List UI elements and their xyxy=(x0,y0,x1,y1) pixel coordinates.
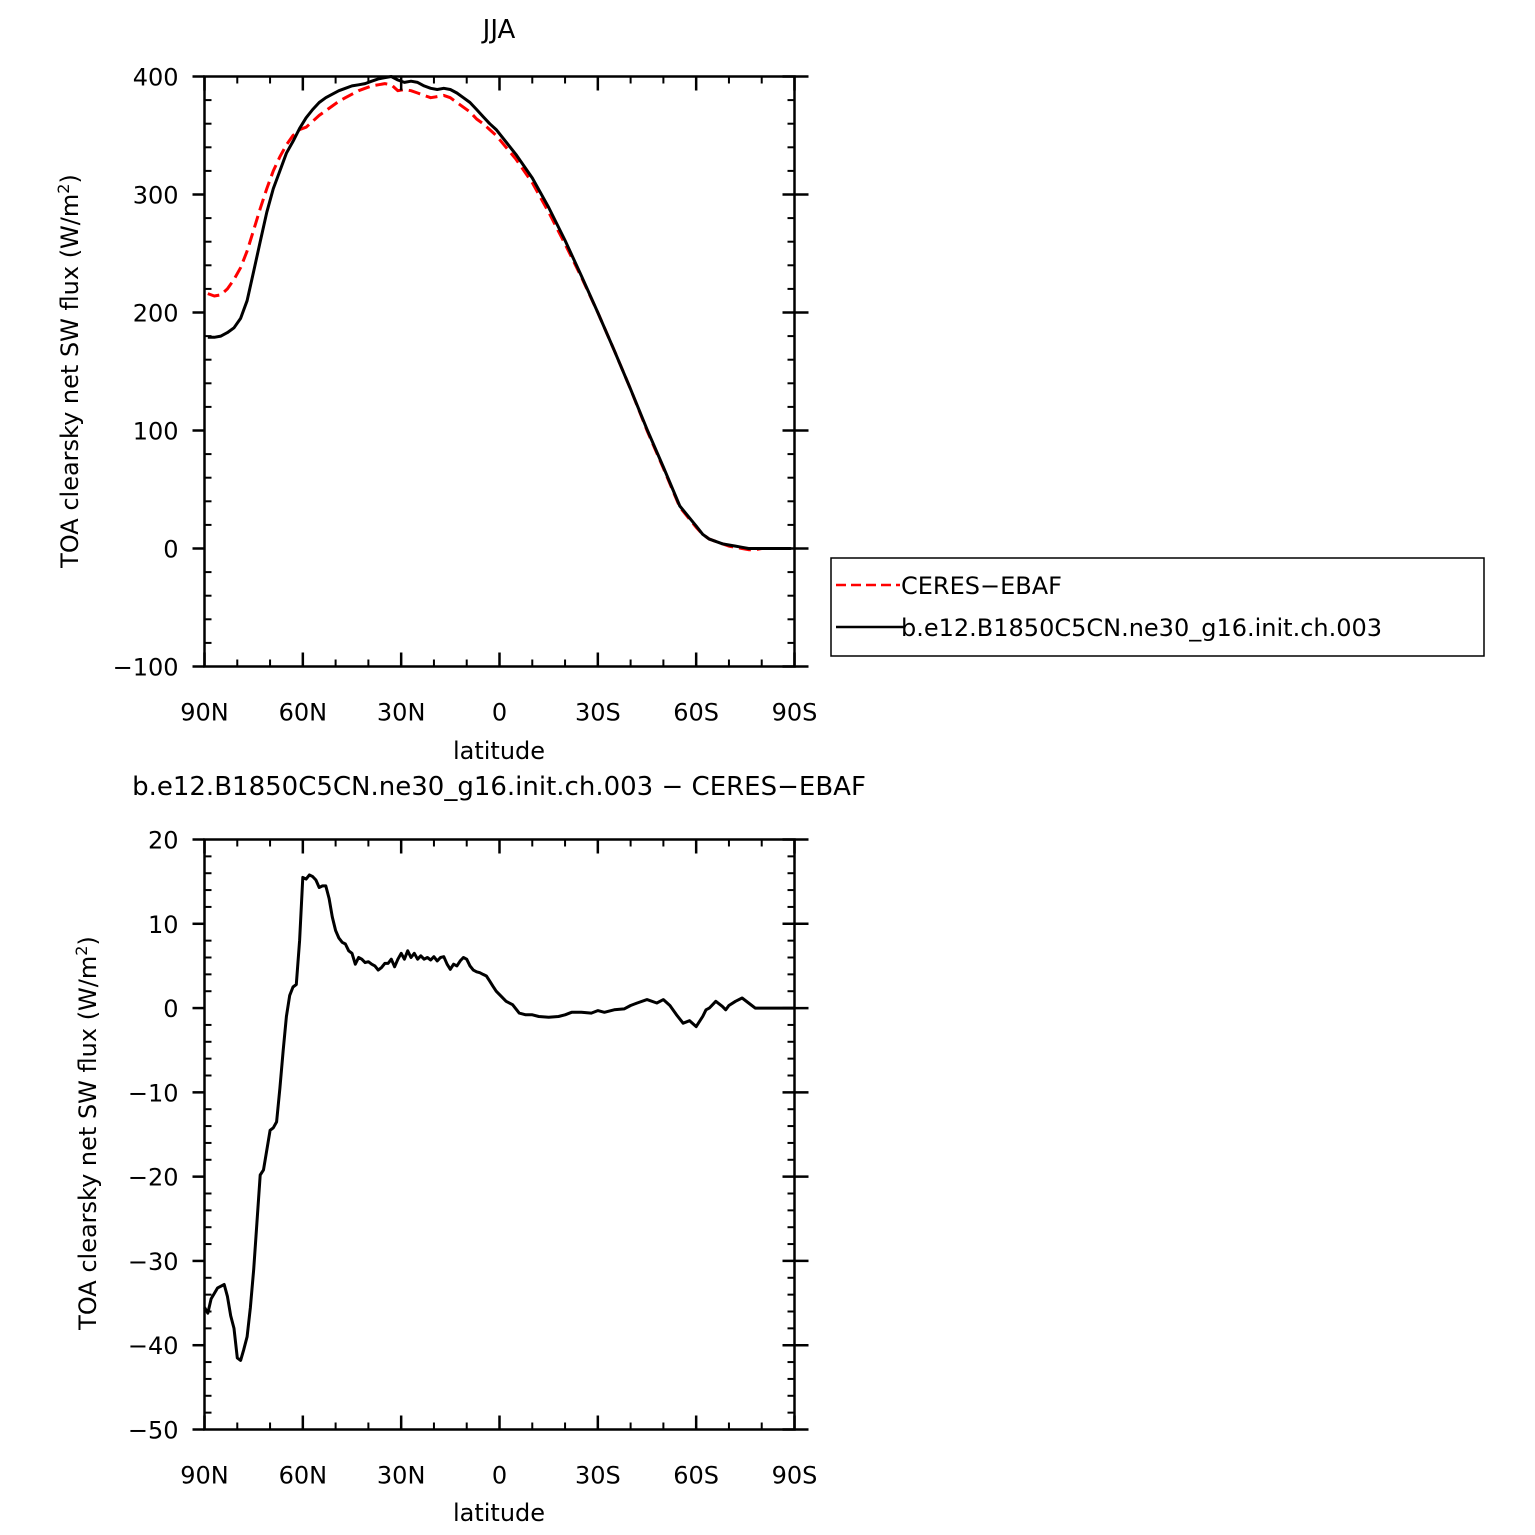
bottom-y-tick-label: 10 xyxy=(148,911,179,939)
top-panel-title: JJA xyxy=(481,15,516,45)
top-plot-frame xyxy=(203,75,796,668)
top-y-tick-label: 100 xyxy=(133,418,179,446)
top-x-axis-label: latitude xyxy=(453,737,545,765)
legend-box xyxy=(830,557,1485,657)
bottom-plot-frame xyxy=(203,838,796,1431)
bottom-x-tick-label: 0 xyxy=(492,1462,507,1490)
top-y-tick-label: 400 xyxy=(133,64,179,92)
bottom-y-tick-label: 20 xyxy=(148,827,179,855)
bottom-x-axis-label: latitude xyxy=(453,1499,545,1527)
top-y-label-sup: 2 xyxy=(54,184,73,194)
legend-label-ceres: CERES−EBAF xyxy=(901,572,1062,600)
bottom-y-tick-label: −10 xyxy=(128,1079,179,1107)
top-x-tick-label: 30S xyxy=(575,699,621,727)
bottom-y-label-tail: ) xyxy=(74,936,102,945)
bottom-x-tick-label: 30S xyxy=(575,1462,621,1490)
bottom-y-tick-label: −20 xyxy=(128,1164,179,1192)
bottom-series-line-0 xyxy=(203,873,795,1362)
bottom-y-tick-label: −30 xyxy=(128,1248,179,1276)
top-x-tick-label: 90S xyxy=(772,699,818,727)
legend: CERES−EBAF b.e12.B1850C5CN.ne30_g16.init… xyxy=(830,557,1485,657)
bottom-y-axis-label: TOA clearsky net SW flux (W/m2) xyxy=(72,936,102,1331)
top-x-tick-label: 30N xyxy=(377,699,426,727)
legend-label-model: b.e12.B1850C5CN.ne30_g16.init.ch.003 xyxy=(901,614,1382,642)
bottom-x-tick-label: 90S xyxy=(772,1462,818,1490)
top-y-tick-label: 0 xyxy=(163,536,178,564)
top-y-label-main: TOA clearsky net SW flux (W/m xyxy=(56,194,84,569)
bottom-x-tick-label: 30N xyxy=(377,1462,426,1490)
bottom-y-tick-label: −50 xyxy=(128,1417,179,1445)
bottom-y-tick-label: 0 xyxy=(163,995,178,1023)
bottom-x-tick-label: 60S xyxy=(673,1462,719,1490)
top-panel-marks xyxy=(207,75,792,552)
top-series-line-0 xyxy=(207,82,792,552)
top-x-tick-label: 60S xyxy=(673,699,719,727)
bottom-panel-ticks: 90N 60N 30N 0 30S 60S 90S −50 −40 −30 −20 −10 0 10 20 xyxy=(128,827,818,1490)
bottom-y-label-sup: 2 xyxy=(72,946,91,956)
top-y-tick-label: 200 xyxy=(133,300,179,328)
top-y-axis-label: TOA clearsky net SW flux (W/m2) xyxy=(54,174,84,569)
top-y-label-tail: ) xyxy=(56,174,84,183)
bottom-x-tick-label: 90N xyxy=(180,1462,229,1490)
top-y-tick-label: −100 xyxy=(113,654,179,682)
top-panel-ticks: 90N 60N 30N 0 30S 60S 90S −100 0 100 200 300 400 xyxy=(113,64,818,727)
top-x-tick-label: 60N xyxy=(279,699,328,727)
bottom-y-label-main: TOA clearsky net SW flux (W/m xyxy=(74,956,102,1331)
bottom-y-tick-label: −40 xyxy=(128,1332,179,1360)
top-x-tick-label: 90N xyxy=(180,699,229,727)
bottom-panel-marks xyxy=(203,873,795,1362)
bottom-panel-title: b.e12.B1850C5CN.ne30_g16.init.ch.003 − C… xyxy=(132,772,866,802)
bottom-panel: b.e12.B1850C5CN.ne30_g16.init.ch.003 − C… xyxy=(72,772,866,1527)
top-y-tick-label: 300 xyxy=(133,182,179,210)
top-series-line-1 xyxy=(207,75,792,550)
top-x-tick-label: 0 xyxy=(492,699,507,727)
bottom-x-tick-label: 60N xyxy=(279,1462,328,1490)
top-panel: JJA 90N 60N 30N 0 30S 60S 90S −100 0 100 200 300 400… xyxy=(54,15,1485,765)
